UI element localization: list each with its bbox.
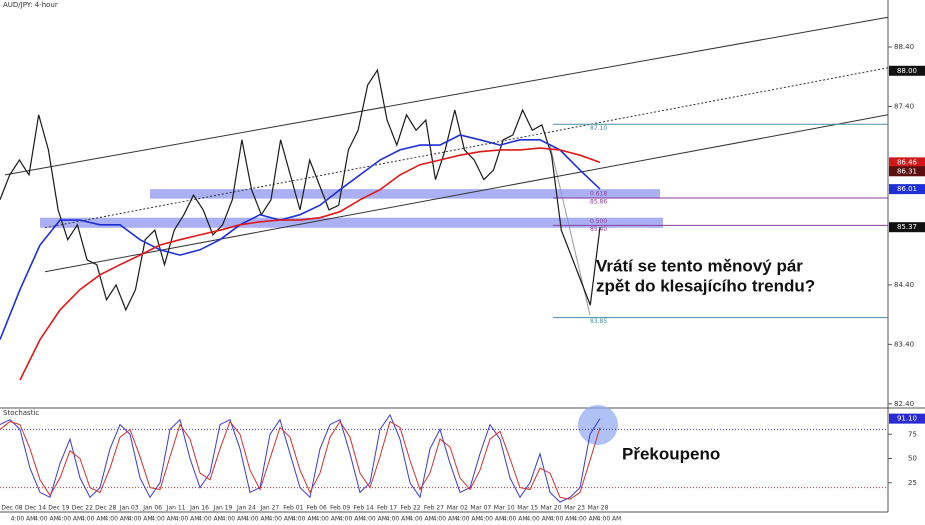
y-tick-label: 50 — [908, 455, 917, 463]
price-label: 91.10 — [897, 415, 917, 423]
series-line — [0, 134, 601, 340]
x-time-label: 4:00 AM — [104, 516, 129, 523]
price-label: 88.00 — [897, 67, 917, 75]
x-tick-label: Jan 06 — [142, 505, 162, 512]
x-tick-label: Jan 27 — [259, 505, 279, 512]
y-tick-label: 84.40 — [894, 281, 914, 289]
x-time-label: 4:00 AM — [175, 516, 200, 523]
x-time-label: 4:00 AM — [433, 516, 458, 523]
x-time-label: 4:00 AM — [245, 516, 270, 523]
y-tick-label: 88.40 — [894, 43, 914, 51]
x-time-label: 4:00 AM — [573, 516, 598, 523]
x-tick-label: Mar 28 — [588, 505, 609, 512]
fib-label: 85.40 — [590, 226, 607, 233]
y-tick-label: 83.40 — [894, 340, 914, 348]
x-time-label: 4:00 AM — [81, 516, 106, 523]
x-time-label: 4:00 AM — [362, 516, 387, 523]
price-label-box — [889, 166, 925, 177]
fib-label: 83.85 — [590, 318, 607, 325]
x-tick-label: Feb 14 — [354, 505, 374, 512]
y-tick-label: 75 — [908, 430, 917, 438]
x-time-label: 4:00 AM — [503, 516, 528, 523]
price-label-box — [889, 184, 925, 195]
trendline — [4, 16, 889, 176]
x-tick-label: Dec 14 — [25, 505, 46, 512]
y-tick-label: 87.40 — [894, 102, 914, 110]
x-tick-label: Mar 15 — [517, 505, 538, 512]
x-tick-label: Feb 01 — [283, 505, 303, 512]
price-label: 85.37 — [897, 223, 917, 231]
fib-label: 85.86 — [590, 199, 607, 206]
annotation: Překoupeno — [622, 444, 720, 463]
x-tick-label: Mar 10 — [494, 505, 515, 512]
x-time-label: 4:00 AM — [128, 516, 153, 523]
zone — [40, 217, 663, 228]
x-time-label: 4:00 AM — [456, 516, 481, 523]
x-tick-label: Jan 03 — [119, 505, 139, 512]
fib-label: 87.10 — [590, 125, 607, 132]
x-time-label: 4:00 AM — [292, 516, 317, 523]
price-label-box — [889, 413, 925, 424]
stochastic-title: Stochastic — [3, 409, 39, 417]
x-tick-label: Jan 11 — [166, 505, 186, 512]
price-label-box — [889, 157, 925, 168]
x-tick-label: Feb 06 — [307, 505, 327, 512]
x-time-label: 4:00 AM — [151, 516, 176, 523]
series-line — [0, 413, 601, 503]
y-tick-label: 82.40 — [894, 400, 914, 408]
price-label-box — [889, 222, 925, 233]
x-tick-label: Mar 23 — [564, 505, 585, 512]
trendline — [44, 114, 889, 273]
x-tick-label: Dec 22 — [72, 505, 93, 512]
series-line — [0, 420, 601, 500]
annotation: Vrátí se tento měnový pár — [596, 256, 803, 275]
x-tick-label: Feb 17 — [377, 505, 397, 512]
annotation: zpět do klesajícího trendu? — [596, 276, 815, 295]
x-tick-label: Feb 27 — [424, 505, 444, 512]
fib-ratio: 0.618 — [590, 191, 607, 198]
price-label: 86.31 — [897, 167, 917, 175]
y-tick-label: 25 — [908, 479, 917, 487]
x-time-label: 4:00 AM — [339, 516, 364, 523]
x-tick-label: Dec 19 — [48, 505, 69, 512]
x-tick-label: Jan 24 — [236, 505, 256, 512]
x-time-label: 4:00 AM — [526, 516, 551, 523]
price-label: 86.01 — [897, 185, 917, 193]
x-tick-label: Dec 08 — [1, 505, 22, 512]
x-tick-label: Jan 16 — [189, 505, 209, 512]
x-time-label: 4:00 AM — [222, 516, 247, 523]
zone — [150, 189, 660, 199]
x-tick-label: Jan 19 — [213, 505, 233, 512]
price-label-box — [889, 65, 925, 76]
x-tick-label: Dec 28 — [95, 505, 116, 512]
x-time-label: 4:00 AM — [409, 516, 434, 523]
x-time-label: 4:00 AM — [269, 516, 294, 523]
trendline — [44, 67, 889, 229]
fib-ratio: 0.500 — [590, 218, 607, 225]
x-time-label: 4:00 AM — [34, 516, 59, 523]
x-tick-label: Feb 09 — [330, 505, 350, 512]
highlight-circle — [578, 405, 618, 445]
x-time-label: 4:00 AM — [479, 516, 504, 523]
series-line — [19, 147, 601, 381]
x-time-label: 4:00 AM — [597, 516, 622, 523]
x-time-label: 4:00 AM — [58, 516, 83, 523]
price-label: 86.46 — [897, 158, 918, 166]
x-tick-label: Mar 07 — [470, 505, 491, 512]
x-time-label: 4:00 AM — [11, 516, 36, 523]
x-tick-label: Mar 20 — [541, 505, 562, 512]
x-time-label: 4:00 AM — [386, 516, 411, 523]
x-time-label: 4:00 AM — [198, 516, 223, 523]
x-time-label: 4:00 AM — [550, 516, 575, 523]
x-tick-label: Mar 02 — [447, 505, 468, 512]
x-time-label: 4:00 AM — [315, 516, 340, 523]
chart-title: AUD/JPY: 4-hour — [3, 1, 58, 9]
x-tick-label: Feb 22 — [400, 505, 420, 512]
